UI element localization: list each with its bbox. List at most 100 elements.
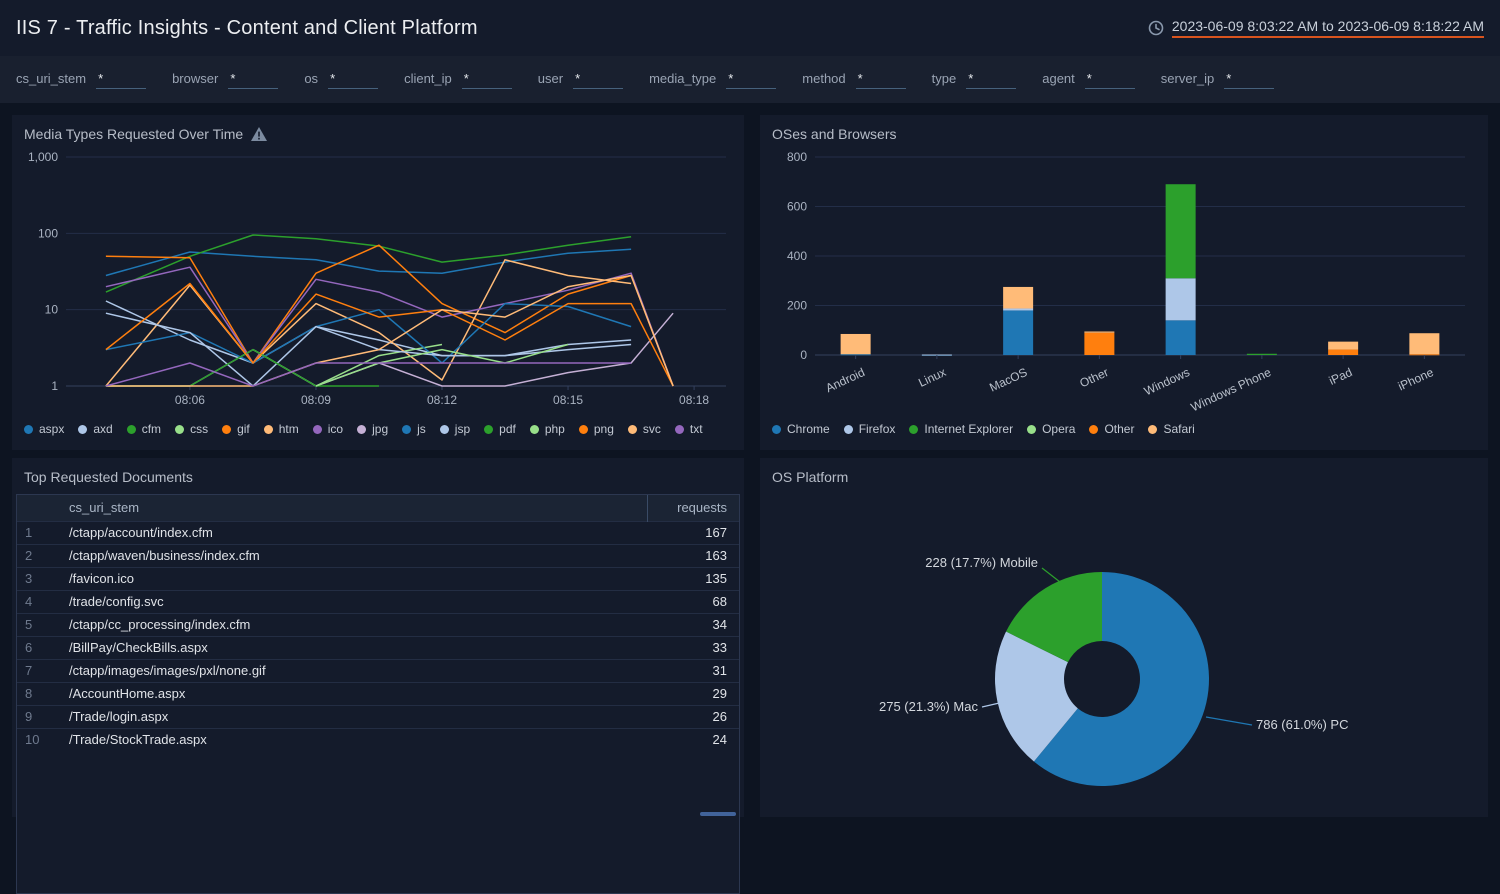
filter-server-ip: server_ip *: [1161, 71, 1275, 89]
legend-item-htm[interactable]: htm: [263, 422, 299, 436]
svg-text:1,000: 1,000: [28, 150, 58, 164]
row-requests: 26: [647, 704, 739, 728]
legend-item-chrome[interactable]: Chrome: [772, 422, 830, 436]
table-row: 7/ctapp/images/images/pxl/none.gif 31: [17, 658, 739, 682]
filter-type: type *: [932, 71, 1017, 89]
filter-bar: cs_uri_stem * browser * os * client_ip *…: [0, 56, 1500, 103]
filter-label: media_type: [649, 70, 717, 86]
svg-text:0: 0: [800, 348, 807, 362]
filter-method: method *: [802, 71, 906, 89]
legend-item-jsp[interactable]: jsp: [439, 422, 470, 436]
legend-item-php[interactable]: php: [529, 422, 565, 436]
filter-value-dropdown[interactable]: *: [855, 71, 906, 89]
legend-label: Internet Explorer: [924, 422, 1014, 436]
pie-slice-mobile[interactable]: [1006, 572, 1102, 663]
filter-value-dropdown[interactable]: *: [328, 71, 379, 89]
filter-value-dropdown[interactable]: *: [573, 71, 624, 89]
pie-slice-pc[interactable]: [1033, 572, 1209, 786]
legend-item-cfm[interactable]: cfm: [126, 422, 162, 436]
legend-item-ico[interactable]: ico: [312, 422, 344, 436]
svg-text:600: 600: [787, 200, 807, 214]
row-cs-uri-stem: /BillPay/CheckBills.aspx: [61, 635, 647, 659]
legend-item-jpg[interactable]: jpg: [357, 422, 388, 436]
legend-dot-icon: [1089, 424, 1099, 434]
panel-top-documents: Top Requested Documents cs_uri_stem requ…: [12, 458, 744, 894]
legend-item-aspx[interactable]: aspx: [24, 422, 64, 436]
panel-os-platform: OS Platform 786 (61.0%) PC 275 (21.3%) Ma…: [760, 458, 1488, 817]
panel-title-media-types[interactable]: Media Types Requested Over Time: [12, 115, 744, 145]
legend-label: axd: [93, 422, 113, 436]
legend-item-safari[interactable]: Safari: [1148, 422, 1195, 436]
legend-dot-icon: [529, 424, 539, 434]
legend-dot-icon: [24, 424, 33, 434]
table-row: 5/ctapp/cc_processing/index.cfm 34: [17, 612, 739, 636]
legend-item-firefox[interactable]: Firefox: [843, 422, 895, 436]
row-requests: 163: [647, 543, 739, 567]
filter-value-dropdown[interactable]: *: [966, 71, 1017, 89]
page-title: IIS 7 - Traffic Insights - Content and C…: [16, 16, 478, 39]
legend-item-other[interactable]: Other: [1089, 422, 1134, 436]
svg-text:MacOS: MacOS: [987, 365, 1029, 395]
legend-item-axd[interactable]: axd: [78, 422, 113, 436]
svg-text:iPad: iPad: [1327, 365, 1355, 388]
filter-value-dropdown[interactable]: *: [726, 71, 777, 89]
scrollbar-thumb[interactable]: [700, 812, 736, 816]
panel-title-os-browsers[interactable]: OSes and Browsers: [760, 115, 1488, 145]
filter-media-type: media_type *: [649, 70, 777, 89]
dashboard-header: IIS 7 - Traffic Insights - Content and C…: [0, 0, 1500, 56]
legend-label: Other: [1104, 422, 1135, 436]
table-row: 1/ctapp/account/index.cfm 167: [17, 520, 739, 544]
row-rank: 5: [17, 612, 61, 636]
pie-slice-mac[interactable]: [995, 631, 1078, 762]
legend-label: png: [593, 422, 614, 436]
svg-text:08:12: 08:12: [427, 393, 457, 407]
legend-item-svc[interactable]: svc: [627, 422, 661, 436]
filter-value-dropdown[interactable]: *: [461, 71, 512, 89]
filter-user: user *: [538, 71, 624, 89]
legend-dot-icon: [439, 424, 449, 434]
panel-media-types: Media Types Requested Over Time 1 10 100 1,…: [12, 115, 744, 450]
row-rank: 4: [17, 589, 61, 613]
legend-item-internet-explorer[interactable]: Internet Explorer: [909, 422, 1013, 436]
legend-item-png[interactable]: png: [578, 422, 614, 436]
filter-label: cs_uri_stem: [16, 70, 87, 86]
filter-value-dropdown[interactable]: *: [96, 71, 147, 89]
legend-label: aspx: [39, 422, 65, 436]
legend-item-txt[interactable]: txt: [674, 422, 703, 436]
os-browsers-legend: Chrome Firefox Internet Explorer Opera Other…: [760, 418, 1488, 440]
panel-title-text: OSes and Browsers: [772, 126, 897, 142]
pie-annotation-mac: 275 (21.3%) Mac: [879, 699, 978, 714]
row-requests: 24: [647, 727, 739, 751]
svg-text:400: 400: [787, 249, 807, 263]
top-documents-table: cs_uri_stem requests 1/ctapp/account/ind…: [17, 495, 739, 751]
svg-text:100: 100: [38, 226, 58, 240]
legend-label: ico: [327, 422, 344, 436]
row-rank: 9: [17, 704, 61, 728]
legend-label: cfm: [141, 422, 162, 436]
panel-os-browsers: OSes and Browsers 0 200 400 600 800 Android Li…: [760, 115, 1488, 450]
filter-value-dropdown[interactable]: *: [1084, 71, 1135, 89]
legend-item-pdf[interactable]: pdf: [484, 422, 516, 436]
panel-title-os-platform[interactable]: OS Platform: [760, 458, 1488, 488]
column-header-requests[interactable]: requests: [646, 495, 739, 521]
legend-label: css: [190, 422, 209, 436]
os-platform-pie-chart: 786 (61.0%) PC 275 (21.3%) Mac 228 (17.7%)…: [879, 555, 1349, 786]
legend-item-gif[interactable]: gif: [222, 422, 250, 436]
column-header-cs-uri-stem[interactable]: cs_uri_stem: [61, 495, 647, 521]
filter-value-dropdown[interactable]: *: [1224, 71, 1275, 89]
filter-client-ip: client_ip *: [404, 71, 512, 89]
svg-text:iPhone: iPhone: [1396, 365, 1436, 394]
filter-value-dropdown[interactable]: *: [228, 71, 279, 89]
time-range-picker[interactable]: 2023-06-09 8:03:22 AM to 2023-06-09 8:18…: [1148, 18, 1484, 38]
warning-icon[interactable]: [251, 127, 268, 141]
svg-text:08:18: 08:18: [679, 393, 709, 407]
time-range-text: 2023-06-09 8:03:22 AM to 2023-06-09 8:18…: [1171, 18, 1484, 38]
panel-title-text: OS Platform: [772, 469, 849, 485]
legend-item-js[interactable]: js: [402, 422, 426, 436]
legend-item-css[interactable]: css: [175, 422, 208, 436]
legend-item-opera[interactable]: Opera: [1027, 422, 1075, 436]
panel-title-top-documents[interactable]: Top Requested Documents: [12, 458, 744, 488]
filter-os: os *: [304, 71, 379, 89]
svg-text:Android: Android: [823, 365, 866, 395]
svg-text:Linux: Linux: [916, 365, 948, 390]
